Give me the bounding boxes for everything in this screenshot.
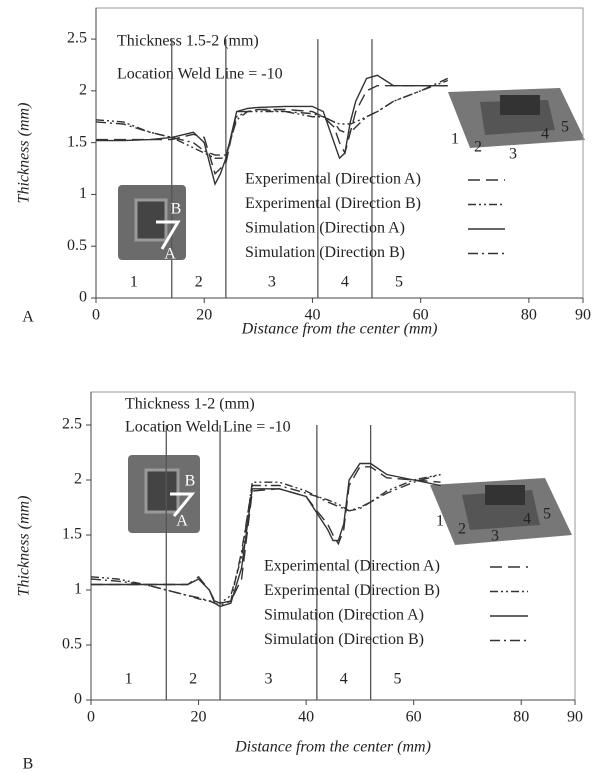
legend-label: Simulation (Direction B): [264, 631, 424, 648]
x-tick-label: 60: [413, 307, 429, 324]
y-tick-label: 2: [74, 471, 82, 488]
annotation: Location Weld Line = -10: [125, 419, 291, 436]
y-tick-label: 1: [74, 581, 82, 598]
y-tick-label: 0.5: [67, 237, 87, 254]
inset-label: 5: [543, 506, 551, 523]
x-tick-label: 80: [513, 709, 529, 726]
series-line: [95, 77, 449, 156]
y-tick-label: 0.5: [62, 636, 82, 653]
plot-frame: [90, 391, 576, 701]
series-line: [95, 79, 448, 159]
region-label: 5: [394, 671, 402, 688]
legend-label: Experimental (Direction B): [245, 195, 421, 212]
x-tick-label: 80: [521, 307, 537, 324]
inset-arrow: [156, 220, 181, 250]
x-tick-label: 0: [92, 307, 100, 324]
inset-arrow-label: B: [185, 473, 196, 490]
region-label: 1: [130, 274, 138, 291]
y-tick-label: 1.5: [62, 526, 82, 543]
y-tick-label: 2: [79, 82, 87, 99]
legend-label: Simulation (Direction B): [245, 244, 405, 261]
inset-label: 2: [474, 139, 482, 156]
inset-arrow: [170, 492, 196, 517]
legend-label: Experimental (Direction A): [264, 558, 440, 575]
x-axis-label: Distance from the center (mm): [241, 321, 438, 338]
x-tick-label: 20: [191, 709, 207, 726]
legend-label: Experimental (Direction A): [245, 171, 421, 188]
x-tick-label: 20: [196, 307, 212, 324]
y-tick-label: 2.5: [62, 416, 82, 433]
y-tick-label: 0: [74, 691, 82, 708]
y-axis-label: Thickness (mm): [16, 103, 33, 204]
x-tick-label: 0: [87, 709, 95, 726]
inset-label: 1: [436, 513, 444, 530]
x-axis-label: Distance from the center (mm): [234, 739, 431, 756]
legend-label: Simulation (Direction A): [245, 220, 405, 237]
annotation: Thickness 1-2 (mm): [125, 396, 255, 413]
panel-label: B: [23, 756, 34, 773]
inset-photo: [118, 185, 200, 533]
inset-label: 4: [541, 126, 549, 143]
panel-label: A: [22, 309, 34, 326]
inset-arrow-label: B: [171, 201, 182, 218]
inset-label: 4: [523, 511, 531, 528]
series-line: [96, 84, 448, 176]
inset-label: 5: [561, 119, 569, 136]
y-tick-label: 1.5: [67, 133, 87, 150]
region-label: 4: [340, 671, 348, 688]
y-tick-label: 2.5: [67, 30, 87, 47]
region-label: 2: [195, 274, 203, 291]
x-tick-label: 40: [298, 709, 314, 726]
inset-part: [430, 88, 585, 545]
series-line: [90, 473, 441, 607]
y-tick-label: 1: [79, 185, 87, 202]
region-label: 1: [125, 671, 133, 688]
x-tick-label: 40: [304, 307, 320, 324]
region-label: 3: [264, 671, 272, 688]
series-line: [96, 74, 448, 187]
legend-label: Simulation (Direction A): [264, 607, 424, 624]
annotation: Thickness 1.5-2 (mm): [117, 33, 259, 50]
inset-arrow-label: A: [176, 513, 188, 530]
inset-label: 3: [491, 528, 499, 545]
series-line: [91, 462, 441, 608]
x-tick-label: 90: [575, 307, 591, 324]
y-axis-label: Thickness (mm): [16, 496, 33, 597]
x-tick-label: 90: [567, 709, 583, 726]
region-label: 2: [189, 671, 197, 688]
region-label: 4: [341, 274, 349, 291]
inset-label: 3: [509, 146, 517, 163]
annotation: Location Weld Line = -10: [117, 66, 283, 83]
region-label: 5: [395, 274, 403, 291]
inset-arrow-label: A: [164, 246, 176, 263]
y-tick-label: 0: [79, 289, 87, 306]
x-tick-label: 60: [406, 709, 422, 726]
inset-label: 2: [458, 521, 466, 538]
region-label: 3: [268, 274, 276, 291]
inset-label: 1: [451, 131, 459, 148]
legend-label: Experimental (Direction B): [264, 582, 440, 599]
